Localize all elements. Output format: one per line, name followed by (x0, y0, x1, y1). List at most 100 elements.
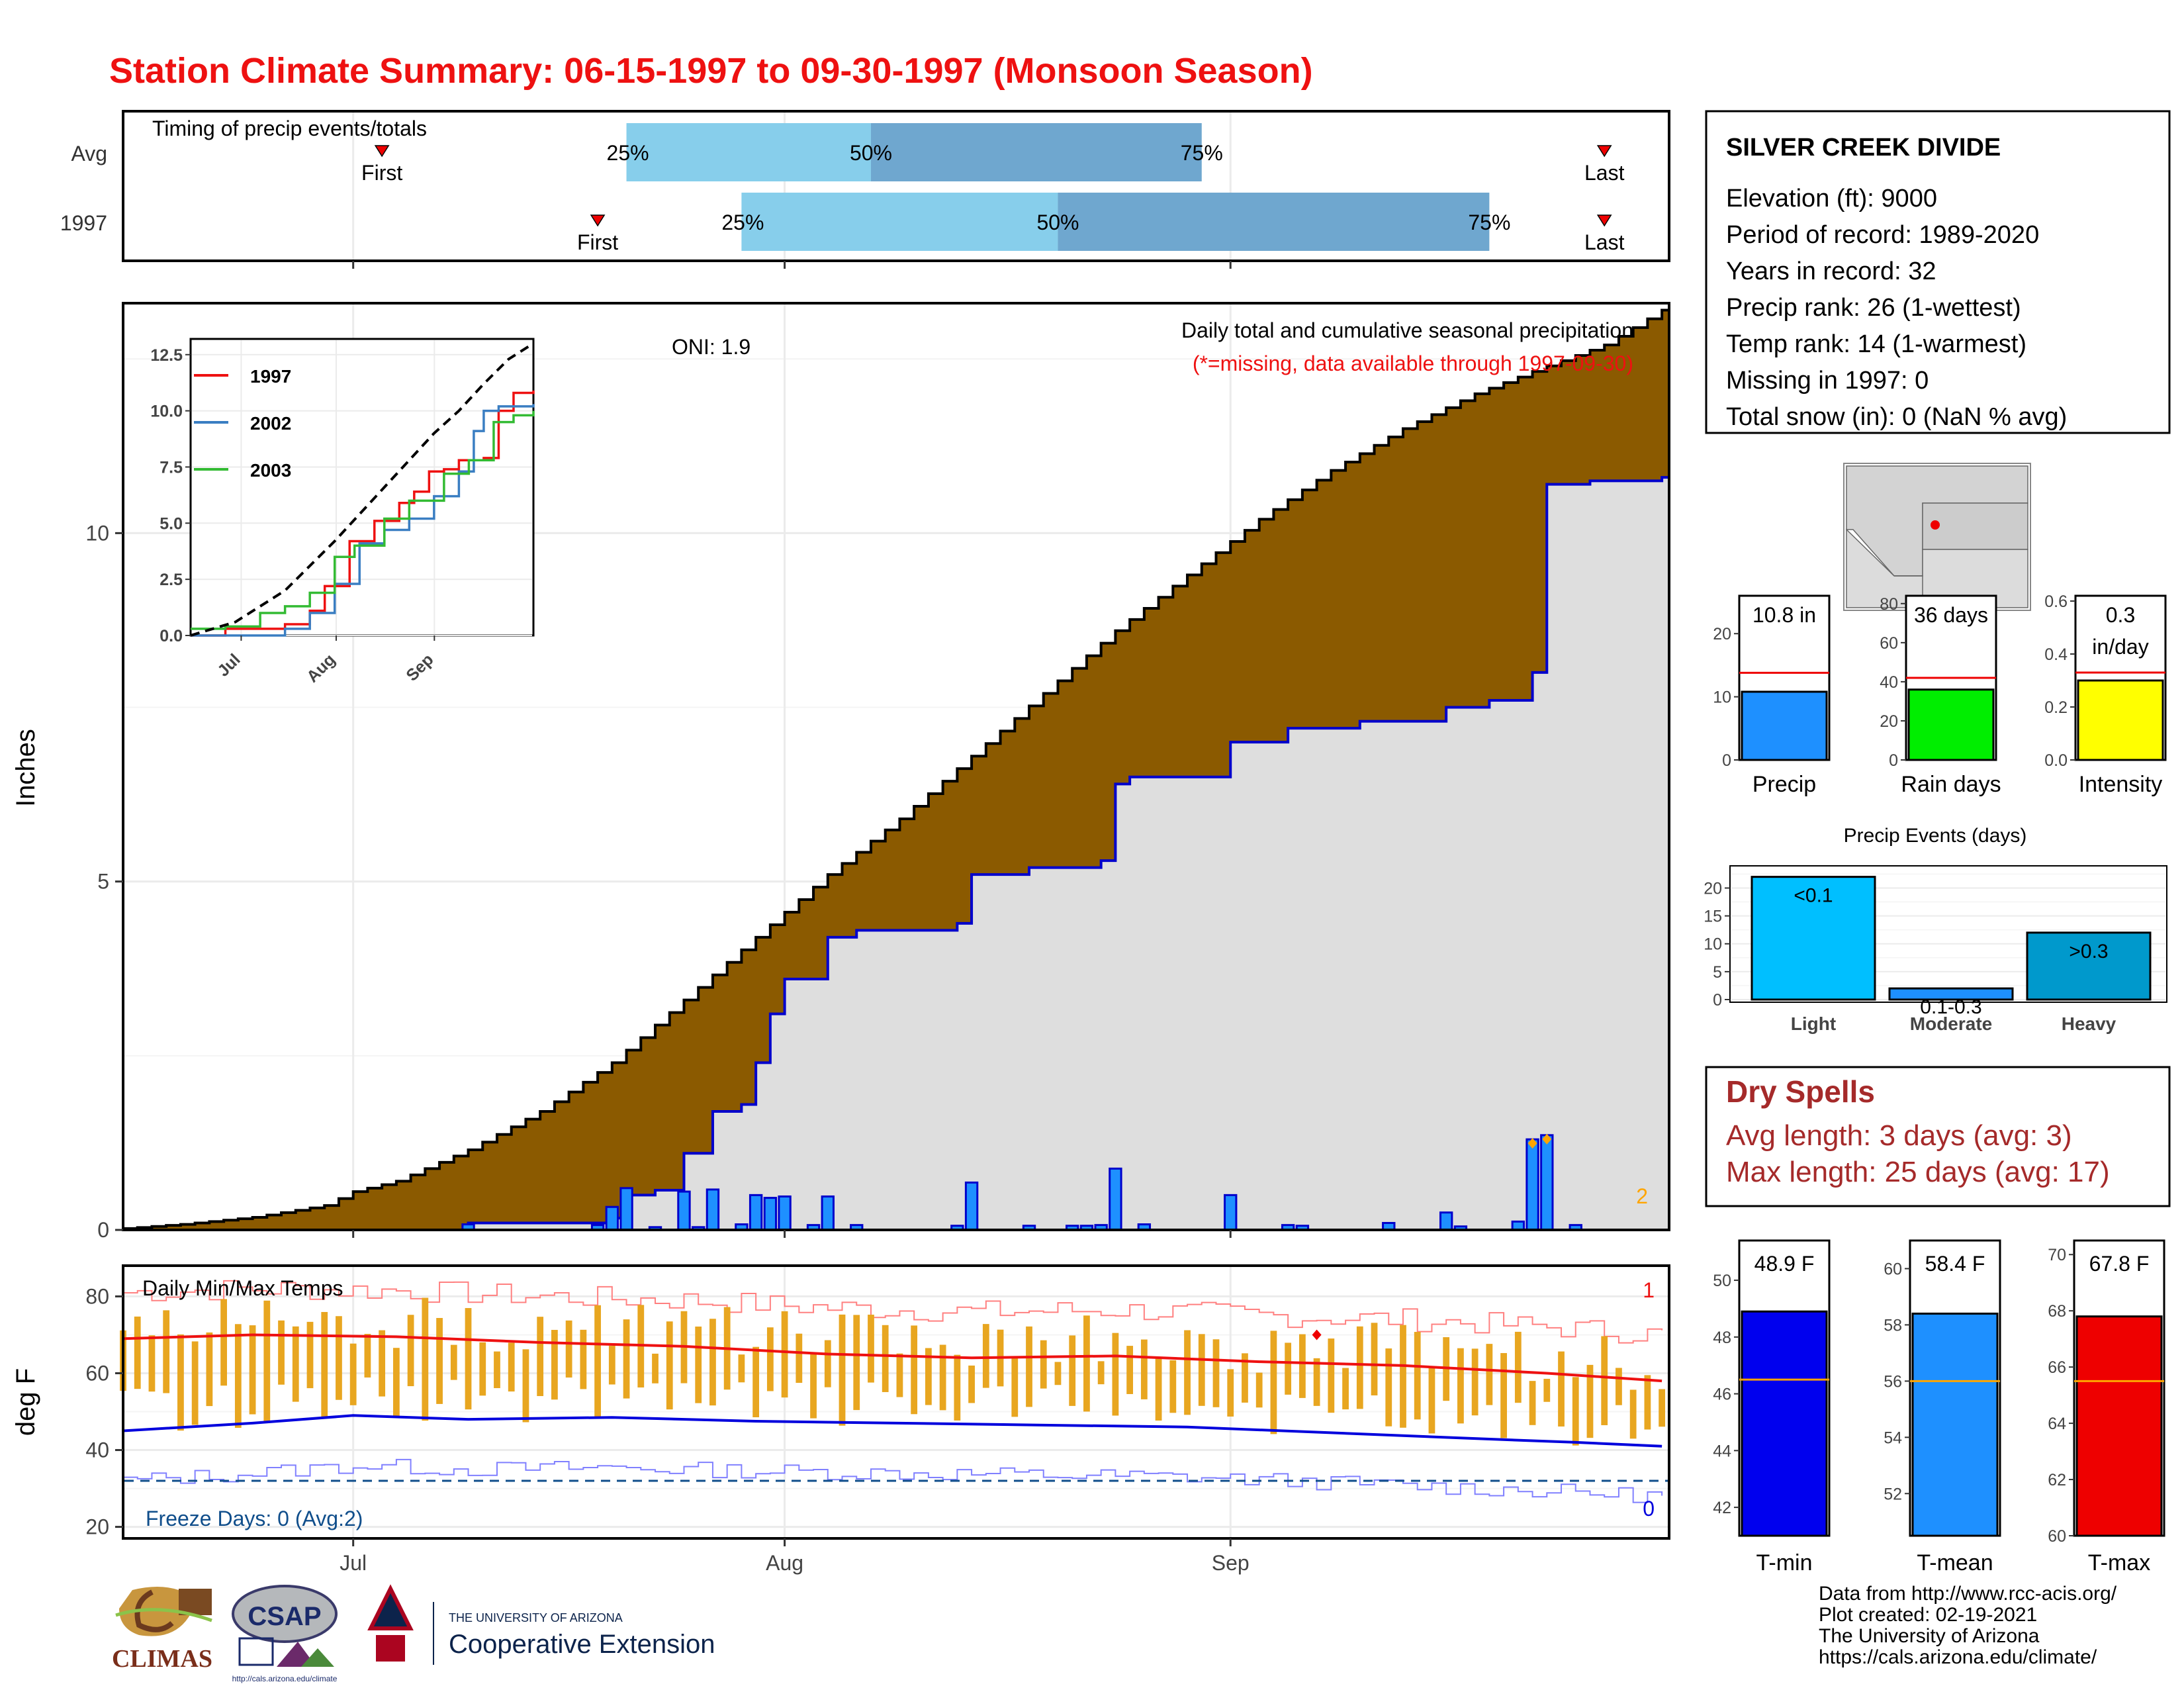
daily-temp-bar (321, 1311, 328, 1419)
daily-precip-bar (1525, 1138, 1539, 1231)
summary-y-tick-label: 80 (1880, 595, 1898, 614)
daily-temp-bar (1184, 1330, 1191, 1415)
missing-marker (1542, 1133, 1552, 1145)
daily-temp-bar (392, 1348, 400, 1417)
daily-temp-bar (853, 1315, 860, 1411)
page-title: Station Climate Summary: 06-15-1997 to 0… (109, 51, 1313, 91)
daily-precip-bar (778, 1195, 792, 1231)
timing-bar-50-75 (1058, 193, 1490, 251)
summary-y-tick-label: 20 (1880, 712, 1898, 731)
daily-precip-bar (619, 1187, 633, 1231)
daily-temp-bar (594, 1305, 601, 1419)
daily-temp-bar (911, 1325, 918, 1415)
daily-temp-bar (1414, 1332, 1421, 1420)
temp-summary-y-tick-label: 42 (1713, 1499, 1731, 1517)
daily-temp-bar (551, 1330, 558, 1400)
events-y-tick-label: 5 (1713, 963, 1722, 982)
temp-summary-y-tick-label: 68 (2048, 1302, 2066, 1321)
daily-temp-bar (1126, 1346, 1134, 1394)
daily-temp-bar (422, 1297, 429, 1421)
daily-temp-bar (810, 1354, 817, 1419)
temp-label: Daily Min/Max Temps (142, 1276, 343, 1300)
daily-temp-bar (336, 1316, 342, 1400)
temp-summary-value-label: 58.4 F (1925, 1252, 1985, 1276)
daily-temp-bar (537, 1317, 544, 1397)
daily-temp-bar (1586, 1364, 1594, 1438)
precip-y-tick-label: 0 (97, 1218, 109, 1242)
summary-bars: 0 10 20 10.8 in Precip 0 20 40 60 80 36 days Rain d… (1713, 592, 2167, 797)
timing-row-1997: 1997 (60, 211, 107, 235)
inset-legend-1997: 1997 (250, 366, 291, 387)
daily-temp-bar (1255, 1372, 1263, 1408)
daily-temp-bar (220, 1299, 228, 1386)
daily-temp-bar (882, 1325, 889, 1392)
daily-temp-bar (1500, 1353, 1507, 1438)
daily-temp-bar (508, 1342, 515, 1392)
summary-value-label: 36 days (1914, 603, 1988, 627)
temp-summary-y-tick-label: 48 (1713, 1329, 1731, 1347)
temperature-summary-bars: 42 44 46 48 50 48.9 F T-min 52 54 56 58 60 58.4 F T-m… (1713, 1239, 2165, 1575)
daily-temp-bar (1155, 1357, 1162, 1421)
temp-y-tick-label: 20 (85, 1515, 109, 1539)
daily-precip-bar (1540, 1134, 1554, 1231)
locator-map (1843, 463, 2031, 611)
daily-temp-bar (1400, 1325, 1406, 1428)
events-value-label: >0.3 (2069, 941, 2108, 962)
timing-p75-label: 75% (1468, 211, 1510, 234)
temp-summary-bar-label: T-max (2088, 1550, 2150, 1575)
events-y-tick-label: 15 (1704, 908, 1722, 926)
daily-temp-bar (623, 1319, 630, 1399)
daily-temp-bar (1011, 1358, 1019, 1417)
temp-summary-y-tick-label: 70 (2048, 1246, 2066, 1264)
daily-temp-bar (177, 1334, 184, 1431)
max-missing-count: 1 (1643, 1278, 1655, 1302)
min-missing-count: 0 (1643, 1497, 1655, 1521)
station-info-box: SILVER CREEK DIVIDE Elevation (ft): 9000… (1705, 110, 2171, 434)
daily-temp-bar (1328, 1338, 1335, 1413)
summary-y-tick-label: 10 (1713, 688, 1731, 707)
freeze-label: Freeze Days: 0 (Avg:2) (146, 1507, 363, 1530)
timing-first-label: First (577, 230, 618, 254)
daily-temp-bar (1298, 1334, 1306, 1398)
timing-panel: 25% 50% 75% First Last 25% 50% 75% First Last Tim… (60, 110, 1670, 269)
daily-temp-bar (450, 1344, 457, 1380)
daily-precip-bar (705, 1188, 720, 1231)
daily-precip-bar (677, 1190, 691, 1231)
summary-y-tick-label: 0.4 (2044, 645, 2068, 664)
temp-summary-y-tick-label: 46 (1713, 1385, 1731, 1404)
daily-temp-bar (1083, 1315, 1090, 1412)
avg-min-line (122, 1414, 1662, 1448)
daily-temp-bar (1601, 1336, 1608, 1425)
events-value-label: <0.1 (1794, 885, 1833, 907)
daily-temp-bar (436, 1318, 443, 1404)
precip-subtitle: Daily total and cumulative seasonal prec… (1181, 318, 1633, 342)
daily-temp-bar (939, 1344, 946, 1411)
daily-temp-bar (968, 1365, 975, 1403)
inset-y-tick-label: 10.0 (150, 402, 183, 421)
timing-p25-label: 25% (607, 141, 649, 165)
summary-bar-rain-days (1907, 688, 1995, 761)
climas-logo-text: CLIMAS (112, 1645, 212, 1673)
daily-precip-bar (605, 1205, 619, 1231)
footer-line-url: https://cals.arizona.edu/climate/ (1819, 1646, 2097, 1668)
daily-temp-bar (709, 1319, 716, 1406)
daily-temp-bar (148, 1335, 156, 1392)
daily-precip-bar (1439, 1211, 1453, 1231)
daily-temp-bar (1615, 1368, 1622, 1405)
daily-temp-bar (1385, 1348, 1392, 1427)
daily-temp-bar (666, 1321, 673, 1410)
temp-summary-y-tick-label: 66 (2048, 1358, 2066, 1377)
station-location-dot (1931, 520, 1940, 530)
temp-summary-bar-label: T-min (1756, 1550, 1813, 1575)
temp-summary-bar-t-min (1741, 1310, 1828, 1537)
daily-temp-bar (738, 1354, 745, 1383)
daily-temp-bar (1644, 1375, 1651, 1430)
daily-temp-bar (134, 1316, 141, 1389)
inset-y-tick-label: 0.0 (159, 627, 183, 645)
oni-label: ONI: 1.9 (672, 335, 751, 359)
temp-summary-y-tick-label: 62 (2048, 1471, 2066, 1489)
temp-summary-y-tick-label: 58 (1884, 1316, 1902, 1335)
precip-y-tick-label: 10 (85, 521, 109, 545)
daily-temp-bar (824, 1340, 831, 1387)
